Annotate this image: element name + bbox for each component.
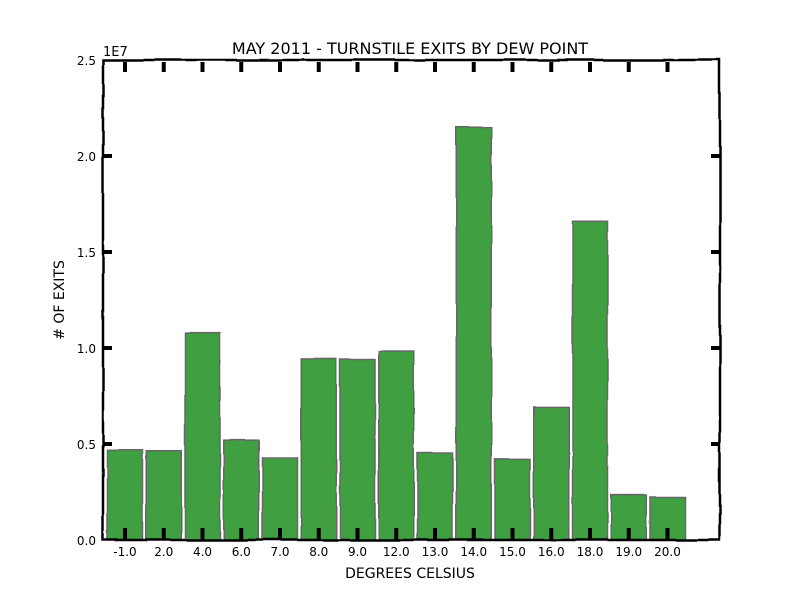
- x-tick-label: 20.0: [654, 545, 681, 559]
- x-tick-label: 14.0: [460, 545, 487, 559]
- bar-9.0: [339, 358, 376, 541]
- x-tick-label: 9.0: [348, 545, 367, 559]
- y-tick-left: [103, 346, 112, 350]
- bar-2.0: [145, 449, 182, 541]
- x-tick-label: 18.0: [577, 545, 604, 559]
- bar-12.0: [378, 350, 415, 541]
- x-tick-bottom: [316, 528, 321, 540]
- x-tick-top: [588, 62, 592, 72]
- x-tick-bottom: [123, 528, 127, 540]
- x-tick-top: [355, 62, 360, 72]
- x-tick-top: [471, 62, 476, 72]
- y-tick-label: 0.0: [77, 534, 96, 548]
- x-tick-top: [433, 62, 437, 72]
- x-tick-bottom: [433, 528, 437, 540]
- x-axis-label: DEGREES CELSIUS: [345, 566, 475, 582]
- x-tick-bottom: [278, 528, 282, 540]
- x-tick-bottom: [394, 528, 399, 540]
- x-tick-top: [123, 62, 127, 72]
- y-tick-right: [711, 250, 720, 254]
- x-tick-label: 16.0: [538, 545, 565, 559]
- y-tick-label: 1.5: [77, 246, 96, 260]
- y-tick-label: 2.0: [77, 150, 96, 164]
- x-tick-label: 2.0: [154, 545, 173, 559]
- bar-8.0: [300, 358, 337, 541]
- x-tick-top: [665, 62, 670, 72]
- y-tick-label: 2.5: [77, 54, 96, 68]
- x-tick-bottom: [549, 528, 554, 540]
- x-tick-bottom: [239, 528, 244, 540]
- x-tick-bottom: [665, 528, 670, 540]
- x-tick-top: [626, 62, 631, 72]
- x-tick-label: 4.0: [193, 545, 212, 559]
- y-multiplier-label: 1E7: [103, 45, 128, 60]
- y-tick-left: [103, 154, 112, 158]
- x-tick-label: -1.0: [113, 545, 136, 559]
- axes-frame: [101, 58, 722, 542]
- x-tick-label: 19.0: [615, 545, 642, 559]
- y-tick-left: [103, 250, 112, 254]
- bar-16.0: [533, 406, 570, 541]
- x-tick-bottom: [471, 528, 476, 540]
- x-tick-top: [239, 62, 244, 72]
- bar--1.0: [106, 449, 144, 541]
- chart-title: MAY 2011 - TURNSTILE EXITS BY DEW POINT: [232, 39, 588, 58]
- x-tick-label: 8.0: [309, 545, 328, 559]
- bar-14.0: [455, 126, 492, 541]
- x-tick-top: [316, 62, 321, 72]
- y-tick-right: [711, 154, 720, 158]
- y-tick-right: [711, 442, 720, 446]
- x-tick-bottom: [626, 528, 631, 540]
- x-tick-label: 13.0: [422, 545, 449, 559]
- bar-6.0: [223, 439, 260, 541]
- ticks-group: -1.0 2.0 4.0 6.0 7.0 8.0 9.0 12.0 13.0 14.0 15.0 16…: [77, 54, 720, 559]
- x-tick-label: 6.0: [232, 545, 251, 559]
- x-tick-bottom: [200, 528, 205, 540]
- x-tick-top: [161, 62, 166, 72]
- x-tick-bottom: [510, 528, 515, 540]
- y-tick-right: [711, 346, 720, 350]
- bar-13.0: [416, 452, 454, 541]
- x-tick-top: [510, 62, 515, 72]
- x-tick-label: 15.0: [499, 545, 526, 559]
- x-tick-top: [549, 62, 554, 72]
- x-tick-bottom: [588, 528, 592, 540]
- x-tick-top: [200, 62, 205, 72]
- x-tick-bottom: [161, 528, 166, 540]
- x-tick-label: 12.0: [383, 545, 410, 559]
- x-tick-label: 7.0: [270, 545, 289, 559]
- y-tick-label: 0.5: [77, 438, 96, 452]
- bar-7.0: [261, 457, 299, 541]
- x-tick-top: [394, 62, 399, 72]
- x-tick-bottom: [355, 528, 360, 540]
- bar-18.0: [571, 220, 609, 541]
- x-tick-top: [278, 62, 282, 72]
- bar-15.0: [494, 458, 531, 541]
- y-tick-left: [103, 442, 112, 446]
- y-tick-label: 1.0: [77, 342, 96, 356]
- bar-4.0: [184, 331, 221, 541]
- y-axis-label: # OF EXITS: [52, 260, 68, 340]
- bars-group: [106, 126, 686, 541]
